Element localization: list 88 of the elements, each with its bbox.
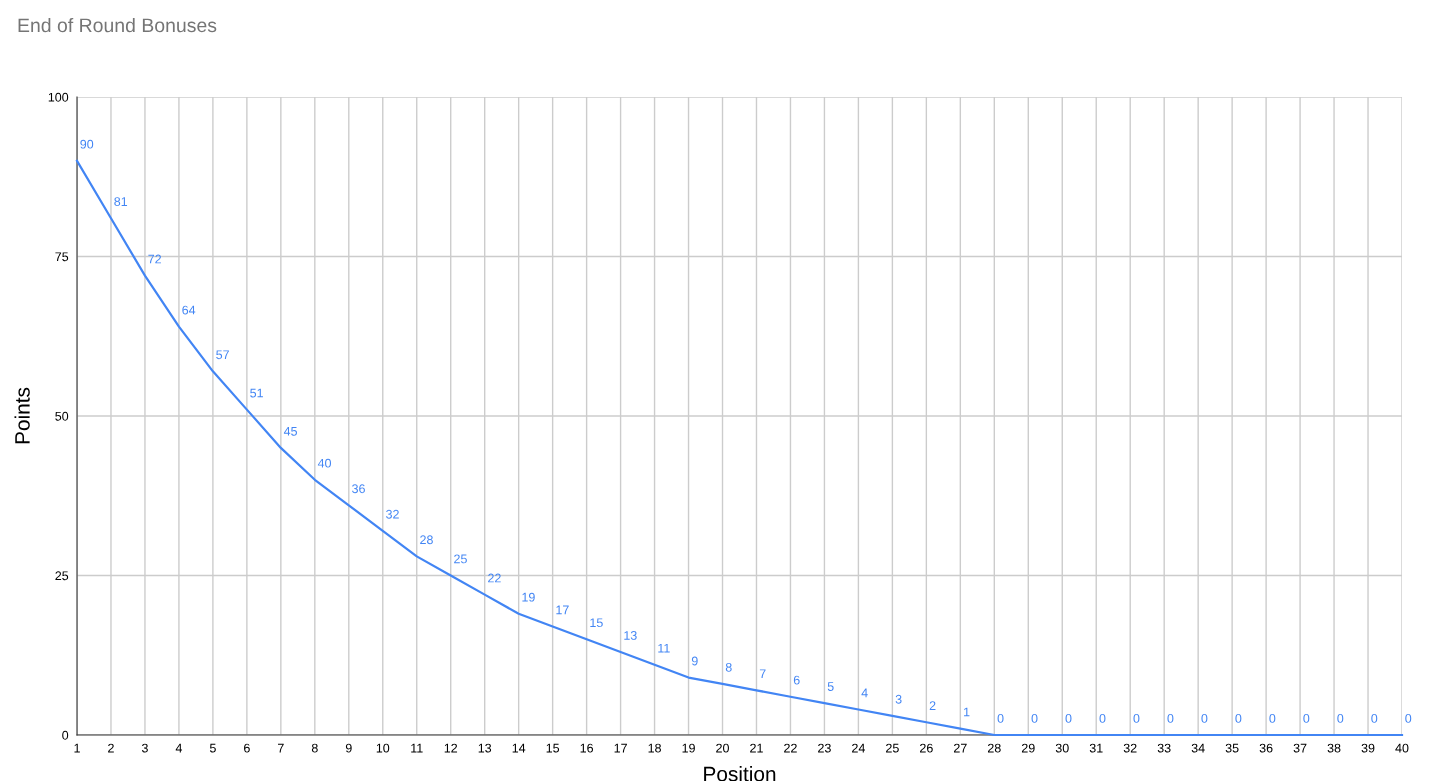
x-tick-label: 34 (1191, 743, 1205, 753)
data-label: 32 (386, 509, 399, 519)
x-tick-label: 13 (478, 743, 492, 753)
x-tick-label: 1 (74, 743, 80, 753)
x-tick-label: 27 (954, 743, 967, 753)
y-axis-title: Points (14, 387, 30, 444)
x-tick-label: 23 (818, 743, 831, 753)
x-tick-label: 19 (682, 743, 695, 753)
data-label: 11 (658, 643, 670, 653)
x-tick-label: 25 (886, 743, 899, 753)
data-label: 28 (420, 535, 433, 545)
data-label: 19 (522, 592, 535, 602)
x-tick-label: 16 (580, 743, 594, 753)
x-tick-label: 22 (784, 743, 797, 753)
data-label: 0 (1099, 713, 1106, 723)
data-label: 0 (1405, 713, 1412, 723)
data-label: 15 (590, 618, 603, 628)
data-label: 57 (216, 350, 229, 360)
x-tick-label: 3 (141, 743, 148, 753)
x-tick-label: 24 (852, 743, 865, 753)
x-tick-label: 4 (175, 743, 183, 753)
x-tick-label: 40 (1395, 743, 1409, 753)
data-label: 36 (352, 484, 365, 494)
x-tick-label: 38 (1327, 743, 1341, 753)
data-label: 22 (488, 573, 501, 583)
data-label: 9 (691, 656, 698, 666)
data-label: 5 (827, 682, 834, 691)
x-tick-label: 10 (376, 743, 390, 753)
data-label: 4 (861, 688, 868, 698)
x-tick-label: 39 (1361, 743, 1375, 753)
x-tick-label: 36 (1259, 743, 1273, 753)
x-tick-label: 26 (920, 743, 933, 753)
x-tick-label: 17 (614, 743, 627, 753)
x-tick-label: 11 (411, 743, 423, 753)
data-label: 6 (793, 675, 800, 685)
x-tick-label: 32 (1123, 743, 1137, 753)
x-tick-label: 31 (1089, 743, 1103, 753)
data-label: 0 (1235, 713, 1242, 723)
y-tick-label: 100 (48, 92, 69, 102)
data-label: 0 (1371, 713, 1378, 723)
data-label: 0 (1201, 713, 1208, 723)
data-label: 3 (895, 694, 902, 704)
y-tick-label: 0 (62, 730, 69, 740)
x-tick-label: 28 (987, 743, 1001, 753)
data-label: 2 (929, 701, 936, 710)
x-tick-label: 5 (209, 743, 216, 753)
data-label: 0 (1303, 713, 1310, 723)
data-label: 90 (80, 139, 94, 149)
x-tick-label: 21 (750, 743, 763, 753)
data-label: 40 (317, 458, 332, 468)
data-label: 25 (454, 554, 467, 564)
data-label: 13 (624, 631, 637, 640)
x-tick-label: 2 (108, 743, 114, 753)
data-label: 45 (283, 426, 297, 436)
data-label: 0 (1133, 713, 1140, 723)
y-tick-label: 50 (55, 411, 69, 421)
data-label: 7 (759, 669, 766, 679)
x-tick-label: 29 (1021, 743, 1035, 753)
x-axis-title: Position (704, 766, 776, 781)
data-label: 0 (1167, 713, 1174, 723)
x-tick-label: 37 (1293, 743, 1307, 753)
data-label: 51 (250, 388, 263, 398)
data-label: 72 (148, 254, 161, 264)
x-tick-label: 8 (311, 743, 318, 753)
x-tick-label: 9 (345, 743, 352, 753)
data-label: 1 (964, 707, 970, 717)
data-label: 0 (1031, 713, 1038, 723)
data-label: 0 (1269, 713, 1276, 723)
x-tick-label: 18 (648, 743, 661, 753)
y-tick-label: 75 (55, 252, 69, 262)
data-label: 0 (1065, 713, 1072, 723)
data-label: 81 (114, 197, 128, 207)
x-tick-label: 33 (1157, 743, 1171, 753)
data-label: 8 (725, 662, 732, 672)
y-tick-label: 25 (55, 571, 69, 581)
data-label: 0 (1337, 713, 1344, 723)
data-label: 17 (556, 605, 569, 615)
x-tick-label: 35 (1225, 743, 1239, 753)
x-tick-label: 20 (716, 743, 729, 753)
data-label: 64 (182, 305, 196, 315)
x-tick-label: 7 (278, 743, 284, 753)
chart-title: End of Round Bonuses (18, 17, 217, 33)
x-tick-label: 30 (1055, 743, 1069, 753)
x-tick-label: 6 (244, 743, 250, 753)
x-tick-label: 14 (512, 743, 526, 753)
x-tick-label: 15 (546, 743, 560, 753)
x-tick-label: 12 (444, 743, 458, 753)
data-label: 0 (997, 713, 1004, 723)
